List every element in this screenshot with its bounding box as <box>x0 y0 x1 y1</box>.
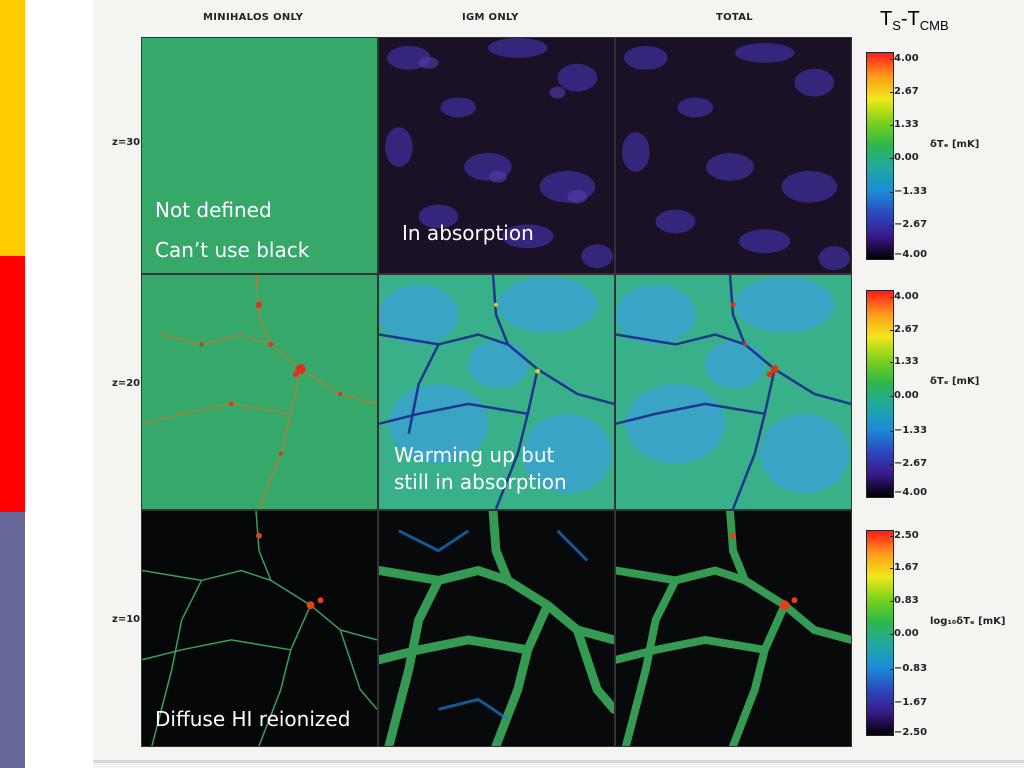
panel-z10-igm <box>378 510 615 747</box>
colorbar-tick: −2.67 <box>889 458 928 469</box>
spin-temperature-label: TS-TCMB <box>880 8 949 33</box>
annotation-diffuse: Diffuse HI reionized <box>155 707 351 731</box>
colorbar-tick: −2.67 <box>889 219 928 230</box>
colorbar-tick: −2.50 <box>889 727 928 738</box>
panel-z30-minihalos <box>141 37 378 274</box>
panel-z10-total <box>615 510 852 747</box>
colorbar-tick: 1.33 <box>890 356 919 367</box>
annotation-not-defined: Not defined <box>155 198 272 222</box>
panel-z20-igm <box>378 274 615 510</box>
panel-z30-igm <box>378 37 615 274</box>
column-header-minihalos: MINIHALOS ONLY <box>203 12 304 23</box>
colorbar-label-z10: log₁₀δTₑ [mK] <box>930 616 1006 627</box>
colorbar-tick: −1.33 <box>889 186 928 197</box>
row-label-z30: z=30 <box>112 137 141 148</box>
colorbar-z30 <box>866 52 894 260</box>
colorbar-tick: −1.33 <box>889 425 928 436</box>
annotation-warming-line2: still in absorption <box>394 470 567 494</box>
row-label-z10: z=10 <box>112 614 141 625</box>
annotation-in-absorption: In absorption <box>402 221 534 245</box>
footer-divider <box>93 760 1024 763</box>
row-label-z20: z=20 <box>112 378 141 389</box>
colorbar-tick: 0.83 <box>890 595 919 606</box>
colorbar-tick: −4.00 <box>889 249 928 260</box>
panel-z20-total <box>615 274 852 510</box>
colorbar-tick: −1.67 <box>889 697 928 708</box>
colorbar-label-z30: δTₑ [mK] <box>930 139 980 150</box>
colorbar-tick: 1.67 <box>890 562 919 573</box>
colorbar-tick: 0.00 <box>890 628 919 639</box>
colorbar-z20 <box>866 290 894 498</box>
colorbar-tick: −4.00 <box>889 487 928 498</box>
annotation-cant-use-black: Can’t use black <box>155 238 310 262</box>
colorbar-z10 <box>866 530 894 736</box>
accent-stripe-red <box>0 256 25 512</box>
colorbar-tick: −0.83 <box>889 663 928 674</box>
colorbar-tick: 0.00 <box>890 390 919 401</box>
panel-z20-minihalos <box>141 274 378 510</box>
colorbar-tick: 4.00 <box>890 53 919 64</box>
colorbar-tick: 2.67 <box>890 86 919 97</box>
colorbar-tick: 1.33 <box>890 119 919 130</box>
colorbar-tick: 2.67 <box>890 324 919 335</box>
panel-z30-total <box>615 37 852 274</box>
panel-z10-minihalos <box>141 510 378 747</box>
column-header-total: TOTAL <box>716 12 753 23</box>
colorbar-tick: 4.00 <box>890 291 919 302</box>
accent-stripe-purple <box>0 512 25 768</box>
colorbar-tick: 2.50 <box>890 530 919 541</box>
column-header-igm: IGM ONLY <box>462 12 519 23</box>
colorbar-label-z20: δTₑ [mK] <box>930 376 980 387</box>
annotation-warming-line1: Warming up but <box>394 443 555 467</box>
accent-stripe-yellow <box>0 0 25 256</box>
colorbar-tick: 0.00 <box>890 152 919 163</box>
